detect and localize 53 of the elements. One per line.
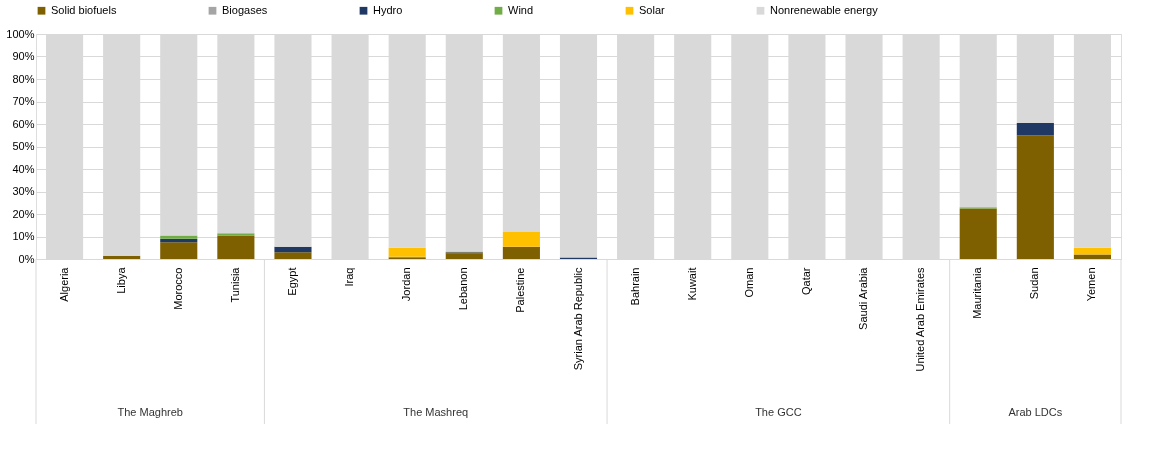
y-tick-label: 0% — [18, 252, 35, 265]
x-tick-label: Palestine — [514, 267, 527, 313]
x-tick-label: Mauritania — [971, 266, 984, 319]
legend-label: Solar — [639, 3, 666, 16]
text: The Maghreb — [117, 406, 183, 418]
x-tick-label: United Arab Emirates — [914, 267, 927, 372]
x-tick-label: Yemen — [1085, 267, 1098, 302]
x-tick-label: Lebanon — [457, 267, 470, 311]
y-tick-label: 90% — [12, 50, 35, 62]
y-tick-label: 100% — [6, 27, 35, 40]
bar — [274, 252, 312, 259]
x-tick-label: Iraq — [343, 267, 356, 287]
bar — [1016, 122, 1054, 136]
x-tick-label: Algeria — [57, 266, 70, 302]
x-tick-label: Kuwait — [685, 267, 698, 301]
bar — [1073, 247, 1112, 255]
bar — [217, 235, 255, 259]
y-tick-label: 80% — [12, 72, 35, 85]
legend-label: Wind — [508, 3, 534, 16]
bar — [160, 235, 198, 239]
bar — [959, 208, 997, 259]
x-tick-label: Syrian Arab Republic — [571, 267, 584, 371]
text: The GCC — [755, 406, 802, 418]
y-tick-label: 60% — [12, 117, 35, 130]
y-tick-label: 70% — [12, 95, 35, 107]
bar — [388, 247, 426, 257]
bar — [502, 246, 540, 259]
x-tick-label: Tunisia — [228, 266, 241, 303]
x-tick-label: Qatar — [799, 267, 812, 296]
text: The Mashreq — [403, 406, 469, 418]
y-tick-label: 40% — [12, 162, 35, 175]
x-tick-label: Morocco — [171, 267, 184, 310]
y-tick-label: 30% — [12, 185, 35, 197]
x-tick-label: Bahrain — [628, 267, 641, 306]
x-tick-label: Libya — [114, 266, 127, 294]
x-tick-label: Oman — [742, 267, 755, 298]
x-tick-label: Sudan — [1028, 267, 1041, 300]
y-tick-label: 50% — [12, 140, 35, 152]
y-tick-label: 10% — [12, 230, 35, 242]
legend-label: Solid biofuels — [51, 3, 117, 16]
bar — [160, 242, 198, 259]
y-tick-label: 20% — [12, 207, 35, 220]
x-tick-label: Jordan — [400, 267, 413, 302]
bar — [1016, 135, 1054, 259]
legend-label: Nonrenewable energy — [770, 3, 879, 16]
legend-label: Hydro — [373, 3, 403, 16]
legend-label: Biogases — [222, 3, 268, 16]
x-tick-label: Egypt — [285, 267, 298, 296]
bar — [445, 253, 483, 259]
text: Arab LDCs — [1008, 406, 1063, 418]
x-tick-label: Saudi Arabia — [857, 266, 870, 330]
bar — [274, 246, 312, 253]
bar — [502, 232, 540, 247]
